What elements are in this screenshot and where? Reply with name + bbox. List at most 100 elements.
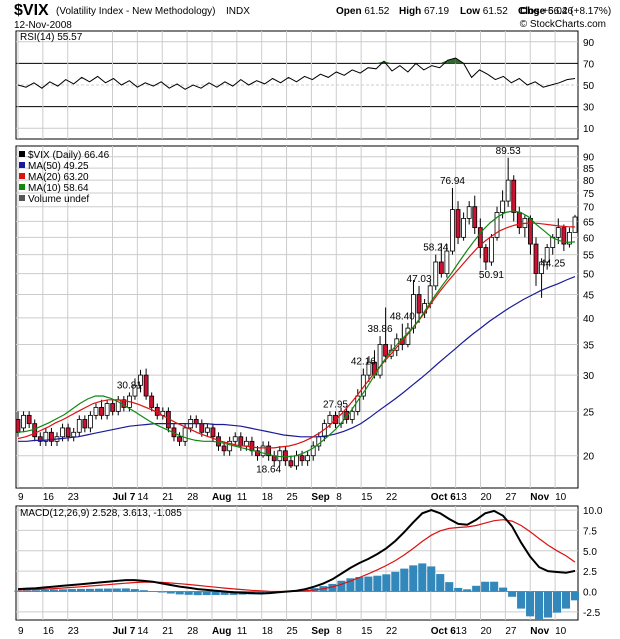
candle	[477, 218, 483, 259]
candle	[76, 415, 82, 437]
candle-body	[21, 414, 26, 429]
macd-hist-bar	[570, 591, 580, 601]
macd-hist-bar	[355, 577, 364, 592]
macd-hist-bar	[517, 591, 526, 609]
macd-hist-bar	[544, 591, 553, 618]
candle-body	[366, 361, 372, 376]
candle	[26, 411, 32, 428]
candle	[444, 244, 450, 278]
price-tick-label: 75	[583, 189, 595, 200]
symbol: $VIX	[14, 2, 49, 19]
candle-body	[238, 436, 244, 447]
rsi-legend: RSI(14) 55.57	[20, 32, 83, 43]
candle-body	[199, 423, 205, 433]
candle-body	[360, 374, 366, 397]
candle-body	[516, 212, 522, 229]
x-tick-label: 13	[456, 492, 468, 503]
price-annotation: 42.16	[351, 357, 376, 368]
x-tick-label: 18	[262, 492, 274, 503]
price-frame	[15, 145, 579, 489]
candle-body	[344, 410, 350, 420]
macd-hist-bar	[535, 591, 544, 620]
macd-hist-bar	[400, 568, 409, 592]
macd-hist-bar	[103, 588, 112, 592]
x-tick-label: 16	[43, 492, 55, 503]
candle-body	[494, 212, 500, 238]
price-tick-label: 45	[583, 291, 595, 302]
x-tick-label: Sep	[311, 626, 329, 637]
macd-hist-bar	[463, 589, 472, 592]
rsi-tick-label: 10	[583, 124, 595, 135]
candle-body	[149, 395, 155, 408]
candle-body	[26, 414, 32, 425]
candle	[561, 224, 567, 252]
candle	[37, 432, 43, 447]
exchange: INDX	[226, 6, 250, 17]
macd-hist-bar	[121, 588, 130, 592]
macd-hist-bar	[184, 591, 193, 595]
candle-body	[555, 227, 561, 238]
candle-body	[572, 216, 578, 233]
candle-body	[65, 427, 71, 438]
rsi-panel: 10 30 50 70 90 RSI(14) 55.57	[15, 30, 595, 140]
candle-body	[227, 440, 233, 452]
macd-hist-bar	[373, 575, 382, 592]
candle	[132, 378, 138, 400]
candle-body	[539, 261, 544, 274]
candle-body	[450, 209, 455, 252]
macd-legend-text: MACD(12,26,9) 2.528, 3.613, -1.085	[20, 508, 182, 519]
x-tick-label: 27	[505, 492, 517, 503]
ohlc-readout: Open 61.52 High 67.19 Low 61.52 Close 66.46…	[336, 6, 611, 17]
candle	[232, 432, 238, 447]
price-tick-label: 50	[583, 270, 595, 281]
legend-ma50: MA(50) 49.25	[28, 161, 89, 172]
price-tick-label: 40	[583, 314, 595, 325]
x-tick-label: 21	[162, 626, 174, 637]
price-tick-label: 20	[583, 452, 595, 463]
rsi-tick-label: 90	[583, 38, 595, 49]
candle	[288, 455, 294, 468]
macd-hist-bar	[561, 591, 571, 609]
candle-body	[132, 384, 138, 397]
candle	[377, 336, 383, 379]
candle	[43, 427, 49, 447]
candle-body	[60, 427, 65, 438]
macd-frame	[15, 505, 579, 621]
candle-body	[472, 206, 478, 229]
x-tick-label: 10	[555, 626, 567, 637]
candle	[489, 234, 494, 266]
macd-hist-bar	[409, 565, 418, 592]
macd-tick-label: -2.5	[583, 608, 601, 619]
candle-body	[210, 427, 216, 438]
rsi-line	[17, 57, 576, 90]
price-tick-label: 25	[583, 407, 595, 418]
watermark: © StockCharts.com	[520, 19, 606, 30]
macd-hist-bar	[490, 581, 499, 592]
candle-body	[438, 261, 444, 274]
candle-body	[455, 209, 461, 238]
macd-hist-bar	[58, 589, 67, 592]
macd-hist-bar	[364, 576, 373, 592]
candle-body	[182, 427, 188, 442]
candle	[438, 243, 444, 278]
legend-swatch-volume	[19, 195, 25, 201]
x-tick-label: 23	[68, 492, 80, 503]
candle	[110, 399, 116, 416]
date: 12-Nov-2008	[14, 20, 72, 31]
price-tick-label: 90	[583, 153, 595, 164]
price-annotation: 38.86	[368, 324, 393, 335]
x-tick-label: 25	[287, 492, 299, 503]
candle	[82, 415, 88, 433]
candle	[539, 258, 544, 298]
x-tick-label: 8	[336, 492, 342, 503]
candle-body	[15, 419, 21, 433]
macd-hist-bar	[175, 591, 184, 595]
rsi-tick-label: 50	[583, 81, 595, 92]
candle-body	[310, 445, 316, 457]
price-annotation: 50.91	[479, 270, 504, 281]
x-axis-top: 9 16 23 Jul 7 14 21 28 Aug 11 18 25 Sep 8 15 22 Oct 6 13…	[18, 492, 567, 503]
ohlc-value: 61.52	[483, 6, 508, 17]
x-tick-label: 16	[43, 626, 55, 637]
price-annotation: 76.94	[440, 176, 465, 187]
